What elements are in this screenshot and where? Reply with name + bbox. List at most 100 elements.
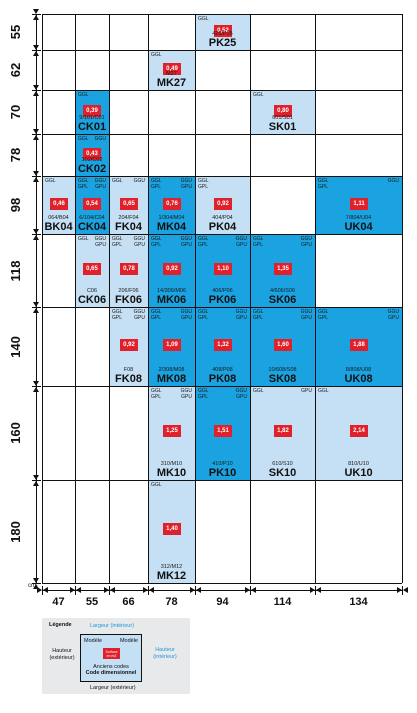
old-codes: 406/P06	[212, 288, 233, 294]
height-label: 78	[8, 147, 23, 163]
dimension-code: PK04	[208, 221, 237, 233]
height-axis-tick	[32, 385, 41, 387]
model-codes-right: GGU GPU	[235, 236, 247, 248]
model-codes-right: GGU GPU	[300, 309, 312, 321]
grid-horizontal-line	[42, 49, 402, 51]
surface-badge: 0,49	[163, 63, 181, 75]
height-label: 140	[8, 335, 23, 358]
window-size-grid: GGL 0,52 425/P25 PK25 GGL 0,49 M27 MK27 GGL 0,39 9…	[8, 9, 408, 608]
model-codes-left: GGL GPL	[78, 178, 89, 190]
grid-horizontal-line	[42, 175, 402, 177]
old-codes: M27	[166, 71, 177, 77]
model-codes-left: GGL	[253, 388, 264, 394]
surface-badge: 0,92	[120, 339, 138, 351]
height-label: 180	[8, 520, 23, 543]
surface-badge: 1,60	[274, 339, 292, 351]
old-codes: C06	[86, 288, 98, 294]
model-codes-left: GGL	[78, 92, 89, 98]
model-codes-right: GGU GPU	[300, 236, 312, 248]
window-cell: GGL GPL GGU GPU 0,92 F08 FK08	[109, 307, 148, 386]
height-axis-tick	[32, 175, 41, 177]
legend-model-right: Modèle	[119, 638, 138, 644]
window-cell: GGL 0,49 M27 MK27	[148, 50, 195, 90]
model-codes-left: GGL	[78, 136, 89, 142]
dimension-code: SK06	[268, 294, 297, 306]
legend-dimension-code: Code dimensionnel	[85, 670, 137, 676]
dimension-code: UK10	[344, 467, 373, 479]
model-codes-left: GGL	[198, 16, 209, 22]
width-axis-tick	[194, 586, 196, 595]
dimension-code: BK04	[44, 221, 73, 233]
dimension-code: SK10	[268, 467, 297, 479]
height-axis-arrow-down	[33, 85, 39, 90]
height-label: 70	[8, 104, 23, 120]
height-axis-tick	[32, 13, 41, 15]
model-codes-right: GGU GPU	[387, 309, 399, 321]
height-axis-arrow-up	[33, 91, 39, 96]
legend-outer-height: Hauteur (extérieur)	[46, 648, 78, 661]
grid-horizontal-line	[42, 233, 402, 235]
dimension-code: PK06	[208, 294, 237, 306]
model-codes-right: GGU GPU	[94, 178, 106, 190]
dimension-code: UK04	[344, 221, 373, 233]
model-codes-right: GGU GPU	[94, 236, 106, 248]
model-codes-right: GGU GPU	[180, 309, 192, 321]
model-codes-left: GGL GPL	[318, 178, 329, 190]
grid-horizontal-line	[42, 133, 402, 135]
width-axis-arrow-left	[403, 587, 408, 593]
width-axis-arrow-left	[149, 587, 154, 593]
surface-badge: 0,46	[50, 198, 68, 210]
width-label: 78	[165, 596, 178, 608]
surface-badge: 1,25	[163, 425, 181, 437]
dimension-code: UK08	[344, 373, 373, 385]
window-cell: GGL 0,46 064/B04 BK04	[42, 176, 75, 234]
model-codes-left: GGL GPL	[318, 309, 329, 321]
width-axis-tick	[401, 586, 403, 595]
legend: Légende Largeur (intérieur) Hauteur (ext…	[42, 618, 190, 694]
window-cell: GGL GPL GGU GPU 1,09 2/308/M08 MK08	[148, 307, 195, 386]
width-axis-tick	[249, 586, 251, 595]
dimension-code: CK02	[77, 163, 107, 175]
height-label: 55	[8, 24, 23, 40]
dimension-code: PK10	[208, 467, 237, 479]
width-axis-arrow-left	[196, 587, 201, 593]
surface-badge: 1,10	[214, 263, 232, 275]
height-label: 160	[8, 422, 23, 444]
legend-inner-height-line2: (intérieur)	[153, 653, 177, 660]
surface-badge: 0,65	[120, 198, 138, 210]
window-cell: GGL GGU GPU 0,65 C06 CK06	[75, 234, 109, 307]
width-label: 94	[216, 596, 229, 608]
legend-inner-width: Largeur (intérieur)	[90, 623, 135, 629]
old-codes: 204/F04	[118, 215, 139, 221]
width-axis-arrow-left	[251, 587, 256, 593]
grid-vertical-line	[401, 14, 403, 583]
old-codes: 1/304/M04	[158, 215, 185, 221]
legend-inner-height-line1: Hauteur	[155, 647, 175, 653]
grid-horizontal-line	[42, 13, 402, 15]
dimension-code: PK25	[208, 37, 237, 49]
model-codes-right: GGU GPU	[235, 309, 247, 321]
model-codes-left: GGL GPL	[253, 236, 264, 248]
dimension-code: MK08	[156, 373, 187, 385]
old-codes: 310/M10	[160, 461, 183, 467]
width-label: 55	[85, 596, 99, 608]
width-axis-arrow-left	[76, 587, 81, 593]
model-codes-left: GGL GPL	[198, 178, 209, 190]
height-label: 62	[8, 62, 23, 78]
old-codes: 9/101/C01	[79, 115, 105, 121]
width-axis-arrow-right	[190, 587, 195, 593]
grid-vertical-line	[108, 14, 110, 583]
legend-old-codes: Anciens codes	[93, 664, 129, 670]
dimension-code: CK04	[77, 221, 107, 233]
grid-horizontal-line	[42, 306, 402, 308]
width-axis-line	[42, 590, 402, 591]
grid-vertical-line	[249, 14, 251, 583]
grid-horizontal-line	[42, 385, 402, 387]
width-axis-arrow-right	[397, 587, 402, 593]
height-label: 98	[8, 197, 23, 213]
model-codes-right: GGU GPU	[180, 388, 192, 400]
window-cell: GGL GPL GGU GPU 1,35 4/606/S06 SK06	[250, 234, 315, 307]
old-codes: 312/M12	[160, 564, 183, 570]
window-cell: GGL GPL GGU GPU 0,76 1/304/M04 MK04	[148, 176, 195, 234]
surface-badge: 2,14	[350, 425, 368, 437]
